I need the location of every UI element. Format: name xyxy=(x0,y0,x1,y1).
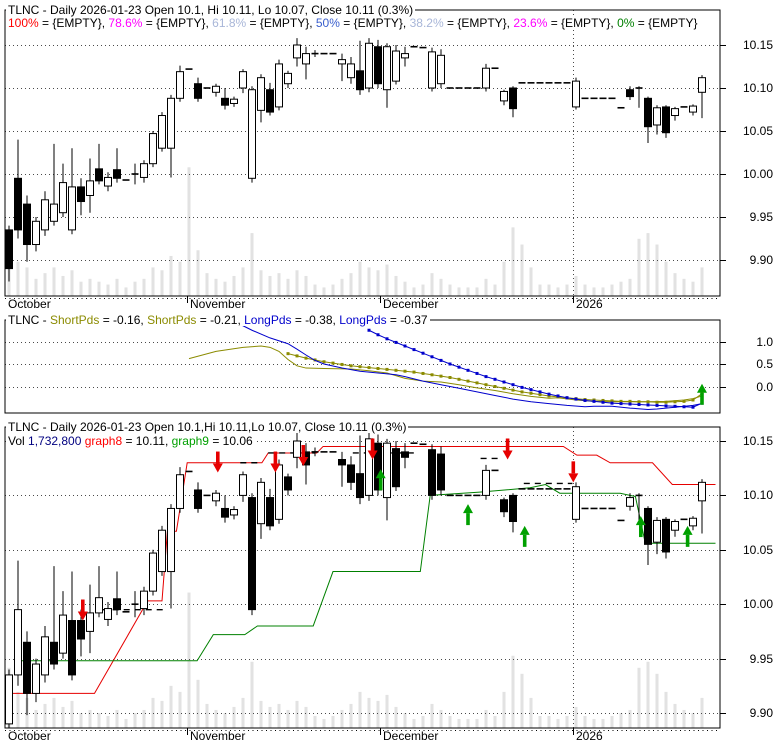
fib-legend-item: 61.8% xyxy=(212,16,247,30)
fib-legend-item: = {EMPTY}, xyxy=(246,16,316,30)
y-axis-label: 10.10 xyxy=(742,488,773,502)
fib-legend-item: 23.6% xyxy=(513,16,548,30)
y-axis-label: 10.05 xyxy=(742,124,773,138)
x-axis-month-label: October xyxy=(8,297,51,311)
indicator-legend-item: LongPds xyxy=(339,313,387,327)
fib-legend-item: = {EMPTY}, xyxy=(443,16,514,30)
y-axis-label: 9.90 xyxy=(749,253,773,267)
fib-legend-item: = {EMPTY}, xyxy=(547,16,618,30)
indicator-legend-item: = -0.16, xyxy=(99,313,148,327)
y-axis-label: 9.90 xyxy=(749,706,773,720)
indicator-legend-item: = -0.38, xyxy=(291,313,340,327)
indicator-legend-item: ShortPds xyxy=(147,313,197,327)
x-axis-month-label: November xyxy=(190,297,246,311)
volume-legend-item: graph9 xyxy=(171,434,209,448)
y-axis-label: 9.95 xyxy=(749,652,773,666)
indicator-legend-item: = -0.37 xyxy=(386,313,428,327)
fib-legend-item: 38.2% xyxy=(409,16,444,30)
indicator-legend-item: LongPds xyxy=(244,313,292,327)
x-axis-month-label: November xyxy=(190,729,246,743)
y-axis-label: 10.00 xyxy=(742,597,773,611)
y-axis-label: 10.10 xyxy=(742,81,773,95)
panel1-title: TLNC - Daily 2026-01-23 Open 10.1, Hi 10… xyxy=(6,3,416,17)
volume-legend-item: = 10.11, xyxy=(122,434,172,448)
x-axis-month-label: 2026 xyxy=(576,729,603,743)
fib-legend-item: = {EMPTY} xyxy=(634,16,698,30)
fibonacci-legend: 100% = {EMPTY}, 78.6% = {EMPTY}, 61.8% =… xyxy=(6,16,700,30)
fib-legend-item: 50% xyxy=(315,16,340,30)
volume-legend-item: graph8 xyxy=(84,434,123,448)
fib-legend-item: 0% xyxy=(617,16,635,30)
price-candlestick-panel[interactable] xyxy=(4,9,726,303)
volume-legend-item: Vol xyxy=(8,434,29,448)
signal-candlestick-panel[interactable] xyxy=(4,426,726,740)
panel2-title: TLNC - ShortPds = -0.16, ShortPds = -0.2… xyxy=(6,314,430,326)
indicator-legend-item: TLNC - xyxy=(8,313,50,327)
fib-legend-item: 78.6% xyxy=(108,16,143,30)
indicator-legend-item: = -0.21, xyxy=(196,313,245,327)
fib-legend-item: = {EMPTY}, xyxy=(339,16,410,30)
panel3-title: TLNC - Daily 2026-01-23 Open 10.1,Hi 10.… xyxy=(6,420,409,434)
x-axis-month-label: December xyxy=(383,297,439,311)
x-axis-month-label: 2026 xyxy=(576,297,603,311)
y-axis-label: 10.05 xyxy=(742,543,773,557)
volume-legend: Vol 1,732,800 graph8 = 10.11, graph9 = 1… xyxy=(6,435,255,447)
volume-legend-item: 1,732,800 xyxy=(28,434,82,448)
fib-legend-item: 100% xyxy=(8,16,39,30)
volume-legend-item: = 10.06 xyxy=(208,434,253,448)
y-axis-label: 10.15 xyxy=(742,38,773,52)
fib-legend-item: = {EMPTY}, xyxy=(38,16,109,30)
y-axis-label: 10.15 xyxy=(742,434,773,448)
y-axis-label: 0.0 xyxy=(756,380,773,394)
y-axis-label: 9.95 xyxy=(749,210,773,224)
fib-legend-item: = {EMPTY}, xyxy=(142,16,213,30)
x-axis-month-label: December xyxy=(383,729,439,743)
y-axis-label: 10.00 xyxy=(742,167,773,181)
indicator-legend-item: ShortPds xyxy=(50,313,100,327)
y-axis-label: 0.5 xyxy=(756,357,773,371)
indicator-line-panel[interactable] xyxy=(4,319,726,414)
y-axis-label: 1.0 xyxy=(756,335,773,349)
x-axis-month-label: October xyxy=(8,729,51,743)
